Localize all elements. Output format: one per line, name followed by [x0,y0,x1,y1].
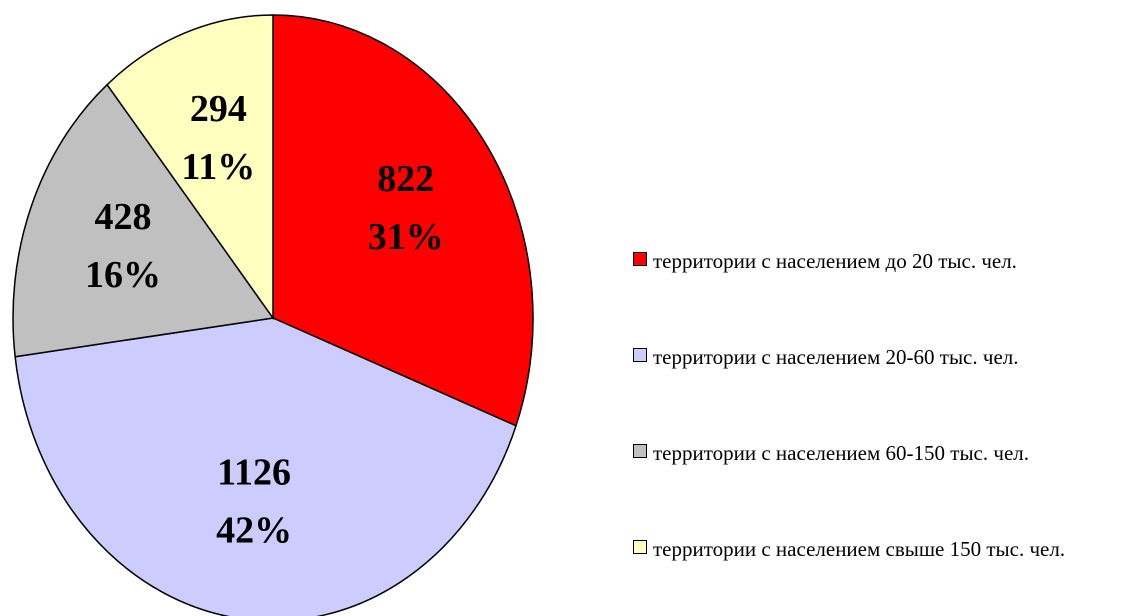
legend: территории с населением до 20 тыс. чел. т… [633,246,1138,616]
percent-label: 31% [368,216,444,258]
value-label: 294 [190,88,247,130]
value-label: 822 [377,158,434,200]
legend-item: территории с населением до 20 тыс. чел. [633,246,1138,276]
legend-label: территории с населением до 20 тыс. чел. [653,249,1017,273]
pie: 822 31% 1126 42% 428 16% 294 11% [12,14,534,616]
value-label: 428 [95,196,152,238]
pie-slice [106,14,274,321]
value-label: 1126 [217,451,291,493]
percent-label: 16% [85,254,161,296]
legend-swatch [633,348,647,362]
pie-slice [14,317,517,616]
legend-item: территории с населением 60-150 тыс. чел. [633,438,1138,468]
legend-swatch [633,252,647,266]
legend-swatch [633,540,647,554]
legend-item: территории с населением 20-60 тыс. чел. [633,342,1138,372]
legend-label: территории с населением 20-60 тыс. чел. [653,345,1019,369]
pie-slice [272,14,534,427]
percent-label: 11% [181,146,255,188]
legend-item: территории с населением свыше 150 тыс. ч… [633,534,1138,564]
legend-label: территории с населением 60-150 тыс. чел. [653,441,1029,465]
pie-slice [12,83,275,358]
legend-swatch [633,444,647,458]
percent-label: 42% [216,509,292,551]
legend-label: территории с населением свыше 150 тыс. ч… [653,537,1066,561]
